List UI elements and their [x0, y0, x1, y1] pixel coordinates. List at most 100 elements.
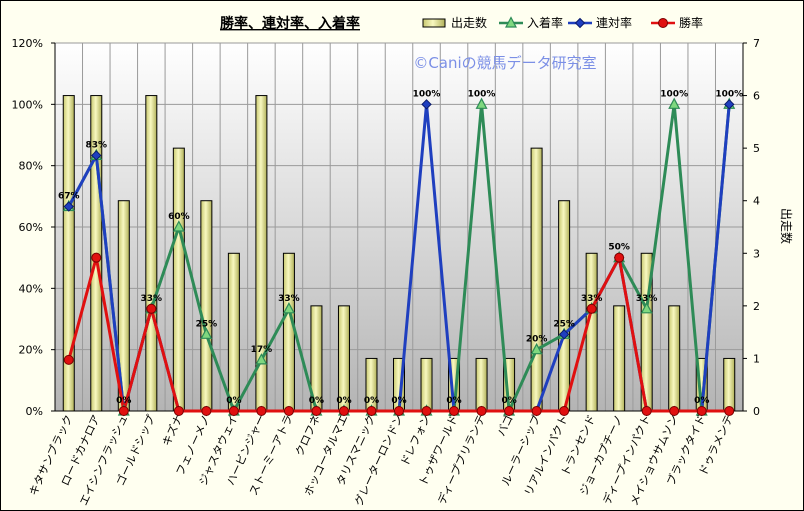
point-win-rate — [366, 406, 377, 416]
point-inchaku-rate — [640, 301, 653, 314]
data-label: 0% — [226, 396, 241, 406]
point-inchaku-rate — [668, 97, 681, 109]
y-right-tick-label: 7 — [753, 37, 760, 50]
data-label: 67% — [58, 192, 80, 202]
bar-starts — [62, 95, 75, 412]
point-win-rate — [118, 406, 129, 416]
data-label: 0% — [501, 396, 516, 406]
grid-lines — [55, 42, 743, 411]
data-label: 100% — [660, 89, 688, 99]
point-inchaku-rate — [282, 301, 295, 314]
bar-starts — [172, 147, 185, 412]
point-win-rate — [394, 406, 404, 416]
point-win-rate — [586, 303, 597, 314]
y-right-tick-label: 5 — [753, 142, 760, 155]
data-label: 0% — [446, 396, 461, 406]
point-win-rate — [228, 406, 239, 416]
y-left-tick-label: 60% — [19, 221, 43, 234]
point-win-rate — [641, 406, 652, 416]
point-inchaku-rate — [530, 342, 543, 355]
point-win-rate — [201, 406, 212, 416]
y-left-tick-label: 40% — [19, 282, 43, 295]
data-label: 50% — [608, 243, 630, 253]
data-label: 0% — [364, 396, 379, 406]
legend-label: 連対率 — [596, 15, 632, 30]
legend-label: 出走数 — [451, 15, 487, 30]
line-series — [62, 97, 736, 417]
point-inchaku-rate — [255, 353, 268, 365]
data-label: 0% — [116, 396, 131, 406]
bar-starts — [558, 200, 571, 412]
y-left-tick-label: 100% — [12, 98, 43, 111]
point-rentai-rate — [724, 99, 735, 110]
point-win-rate — [696, 406, 707, 416]
point-win-rate — [146, 303, 157, 314]
point-win-rate — [504, 406, 515, 416]
data-label: 100% — [715, 89, 743, 99]
point-win-rate — [173, 406, 184, 416]
y-right-tick-label: 4 — [753, 195, 760, 208]
data-label: 100% — [413, 89, 441, 99]
point-win-rate — [658, 18, 668, 28]
data-label: 25% — [553, 319, 575, 329]
bar-starts — [530, 147, 543, 412]
data-label: 33% — [636, 294, 658, 304]
bar-starts — [585, 252, 598, 412]
point-win-rate — [311, 406, 322, 416]
y-left-tick-label: 120% — [12, 37, 43, 50]
x-tick-label: キズナ — [159, 412, 186, 448]
y-right-axis-label: 出走数 — [779, 208, 794, 244]
x-tick-label: クロフネ — [293, 413, 323, 458]
data-label: 0% — [391, 396, 406, 406]
data-label: 0% — [309, 396, 324, 406]
data-label: 17% — [251, 345, 273, 355]
point-rentai-rate — [91, 150, 102, 161]
legend-label: 勝率 — [679, 15, 703, 30]
bar-starts — [227, 252, 240, 412]
point-win-rate — [449, 406, 460, 416]
point-win-rate — [338, 406, 349, 416]
data-labels: 67% 83% 0% 33% 60% 25% 0% 17% 33% 0% 0% 0% 0% 100% 0% 1… — [58, 89, 743, 406]
bar-series — [62, 95, 736, 412]
y-left-tick-label: 0% — [26, 405, 43, 418]
bar-starts — [723, 357, 736, 412]
legend-label: 入着率 — [527, 15, 563, 30]
point-inchaku-rate — [200, 327, 213, 339]
data-label: 33% — [278, 294, 300, 304]
bar-starts — [475, 357, 488, 412]
bar-starts — [613, 305, 626, 412]
point-win-rate — [559, 406, 570, 416]
y-right-tick-label: 1 — [753, 352, 760, 365]
data-label: 33% — [581, 294, 603, 304]
point-win-rate — [476, 406, 487, 416]
y-left-tick-label: 20% — [19, 344, 43, 357]
point-inchaku-rate — [505, 16, 517, 28]
y-right-tick-label: 0 — [753, 405, 760, 418]
point-win-rate — [256, 406, 267, 416]
bar-starts — [145, 95, 158, 412]
point-win-rate — [283, 406, 294, 416]
point-win-rate — [63, 354, 74, 365]
y-right-tick-label: 2 — [753, 300, 760, 313]
legend: 出走数 入着率 連対率 勝率 — [422, 15, 703, 30]
point-inchaku-rate — [172, 220, 185, 232]
point-rentai-rate — [421, 99, 432, 110]
data-label: 33% — [141, 294, 163, 304]
chart-title: 勝率、連対率、入着率 — [220, 15, 360, 32]
point-win-rate — [724, 406, 735, 416]
point-rentai-rate — [558, 329, 570, 340]
data-label: 0% — [694, 396, 709, 406]
data-label: 60% — [168, 212, 190, 222]
data-label: 0% — [336, 396, 351, 406]
data-label: 20% — [526, 335, 548, 345]
point-rentai-rate — [574, 17, 586, 29]
data-label: 25% — [196, 319, 218, 329]
x-tick-label: バゴ — [494, 412, 516, 438]
point-win-rate — [614, 252, 625, 263]
watermark: ©Caniの競馬データ研究室 — [413, 54, 596, 72]
point-win-rate — [531, 406, 542, 416]
point-win-rate — [91, 252, 102, 263]
legend-swatch-starts — [422, 18, 446, 28]
y-left-tick-label: 80% — [19, 160, 43, 173]
y-right-tick-label: 6 — [753, 90, 760, 103]
